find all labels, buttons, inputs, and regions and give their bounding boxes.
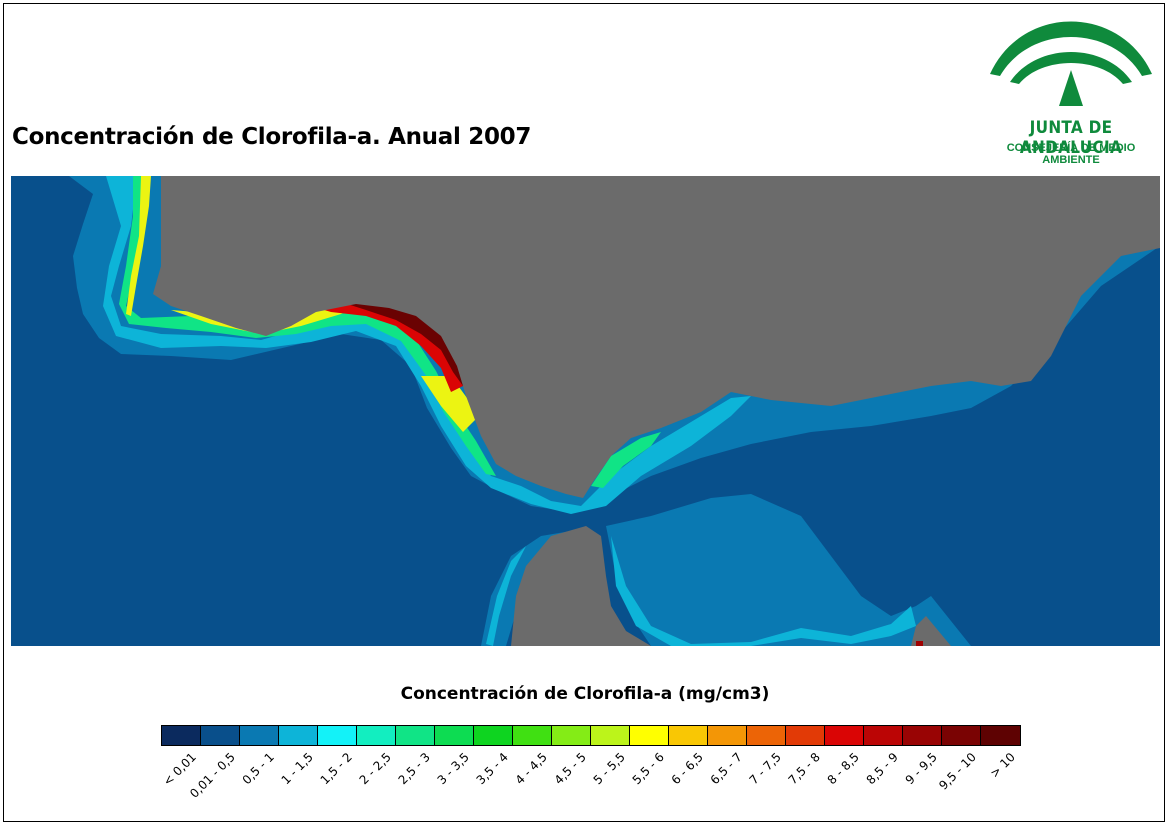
legend-swatch [279,726,318,745]
legend-swatch [162,726,201,745]
legend-swatch [591,726,630,745]
legend-swatch [630,726,669,745]
legend-swatch [435,726,474,745]
coastal-band-green [119,176,661,488]
logo-emblem-icon [990,21,1152,106]
legend-swatch [669,726,708,745]
legend-swatch [708,726,747,745]
legend-swatch [981,726,1020,745]
legend-swatch [240,726,279,745]
logo-main-text: JUNTA DE ANDALUCIA [1019,118,1123,158]
coastal-band-darkred [341,302,466,386]
legend-swatch [903,726,942,745]
small-red-point [916,641,923,646]
legend-swatch [396,726,435,745]
legend-swatch [747,726,786,745]
logo-sub-text: CONSEJERÍA DE MEDIO AMBIENTE [1006,142,1136,166]
legend-title: Concentración de Clorofila-a (mg/cm3) [400,684,770,704]
figure-frame [3,3,1165,822]
chlorophyll-map [11,176,1160,646]
color-scale [161,725,1021,746]
legend-swatch [357,726,396,745]
legend-swatch [825,726,864,745]
junta-andalucia-logo: JUNTA DE ANDALUCIA CONSEJERÍA DE MEDIO A… [982,14,1160,166]
legend-swatch [474,726,513,745]
legend-swatch [318,726,357,745]
land [153,176,1160,646]
legend-swatch [552,726,591,745]
legend-swatch [513,726,552,745]
legend-swatch [942,726,981,745]
legend-swatch [786,726,825,745]
legend-swatch [864,726,903,745]
legend-swatch [201,726,240,745]
page-title: Concentración de Clorofila-a. Anual 2007 [12,124,532,150]
coastal-band-cyan [103,176,916,646]
